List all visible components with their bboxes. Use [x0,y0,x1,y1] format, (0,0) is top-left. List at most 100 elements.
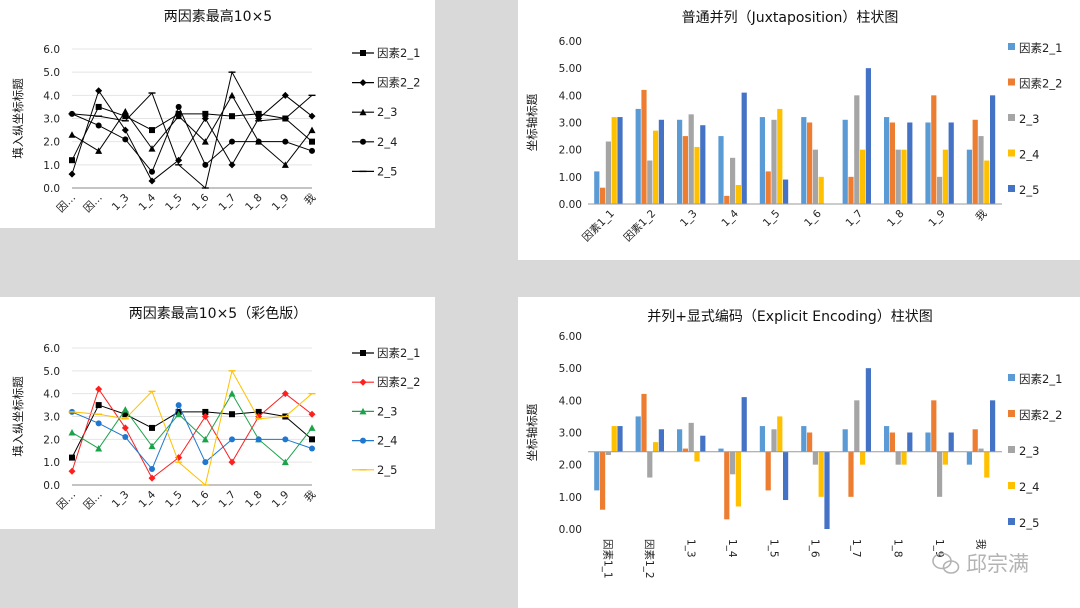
x-tick-label: 我 [974,207,990,223]
series-2 [605,95,984,204]
series-3 [69,402,315,473]
bar [925,432,931,452]
watermark-text: 邱宗满 [966,552,1029,576]
bar [978,136,984,204]
bar [990,400,996,452]
legend-label: 2_3 [377,105,397,119]
x-tick-label: 1_5 [163,489,185,511]
bar [978,448,984,452]
data-point [122,113,129,120]
x-tick-label: 我 [302,488,318,504]
legend-label: 因素2_2 [1019,408,1062,422]
bar [984,160,990,204]
bar [889,122,895,204]
y-tick-label: 0.00 [559,199,582,211]
bar [948,122,954,204]
data-point [148,442,156,450]
legend-marker [360,437,366,444]
wechat-icon [932,552,960,574]
bar [865,68,871,205]
bar [735,184,741,204]
bar [771,119,777,204]
bar [860,149,866,204]
data-point [309,445,315,452]
y-tick-label: 3.0 [43,412,60,424]
series-line [71,403,313,470]
data-point [149,168,155,175]
bar [617,117,623,204]
bar [682,136,688,204]
data-point [175,454,183,462]
y-tick-label: 4.0 [43,389,60,401]
legend-item: 因素2_2 [1008,408,1062,422]
bar [812,149,818,204]
bar [600,451,606,510]
bar [694,451,700,462]
x-tick-label: 1_3 [685,539,697,558]
bar-chart-panel-explicit-encoding: 并列+显式编码（Explicit Encoding）柱状图 坐标轴标题 0.00 1.… [518,297,1080,608]
bar [942,149,948,204]
bar [647,160,653,204]
bar [812,451,818,465]
series-4 [68,70,316,189]
x-tick-label: 1_9 [270,489,292,511]
x-tick-label: 1_9 [926,208,948,230]
data-point [309,147,315,154]
x-tick-label: 1_8 [885,208,907,230]
legend-item: 因素2_2 [352,375,420,389]
x-tick-label: 1_3 [110,489,132,511]
chart-title: 普通并列（Juxtaposition）柱状图 [682,10,899,26]
data-point [201,435,209,443]
y-tick-label: 5.0 [43,366,60,378]
x-tick-label: 1_7 [844,208,866,230]
data-point [229,138,235,145]
bar [884,426,890,452]
watermark: 邱宗满 [932,552,1029,576]
data-point [175,410,183,418]
x-tick-label: 1_8 [243,489,265,511]
bar [884,117,890,204]
bar [925,122,931,204]
x-tick-label: 因素1_2 [621,207,658,244]
data-point [95,103,102,110]
data-point [201,115,209,122]
x-tick-label: 1_6 [809,539,821,558]
data-point [228,91,236,99]
legend-label: 2_4 [1019,148,1039,162]
data-point [202,110,209,117]
series-4 [617,68,996,205]
y-axis-label: 坐标轴标题 [525,403,539,461]
x-tick-label: 因素1_2 [643,539,656,579]
series-4 [617,368,996,529]
bar [605,451,611,456]
y-axis-label: 坐标轴标题 [525,93,539,151]
x-axis: 因… 因… 1_3 1_4 1_5 1_6 1_7 1_8 1_9 我 [55,488,319,512]
series-0 [69,402,315,461]
legend-marker [359,378,367,386]
y-tick-label: 6.0 [43,44,60,56]
bar [807,122,813,204]
bar [765,451,771,491]
bar [724,195,730,204]
line-chart-panel-color: 两因素最高10×5（彩色版） 填入纵坐标标题 0.0 1.0 2.0 3.0 4.0 5.0 6… [0,297,435,529]
y-tick-label: 1.0 [43,457,60,469]
bar [677,429,683,452]
bar [824,451,830,529]
y-axis-label: 填入纵坐标标题 [11,78,25,159]
series-3 [611,108,990,204]
data-point [281,390,289,398]
x-tick-label: 1_4 [726,539,738,558]
legend-marker [360,50,366,56]
series-3 [611,416,990,507]
bar [801,426,807,452]
data-point [228,390,236,397]
data-point [229,113,235,120]
bar [730,157,736,204]
legend-marker [360,138,366,145]
legend-item: 2_4 [352,135,397,149]
bar [901,451,907,465]
legend-item: 2_5 [1008,183,1039,197]
series-3 [69,103,315,175]
legend-marker [359,108,367,116]
